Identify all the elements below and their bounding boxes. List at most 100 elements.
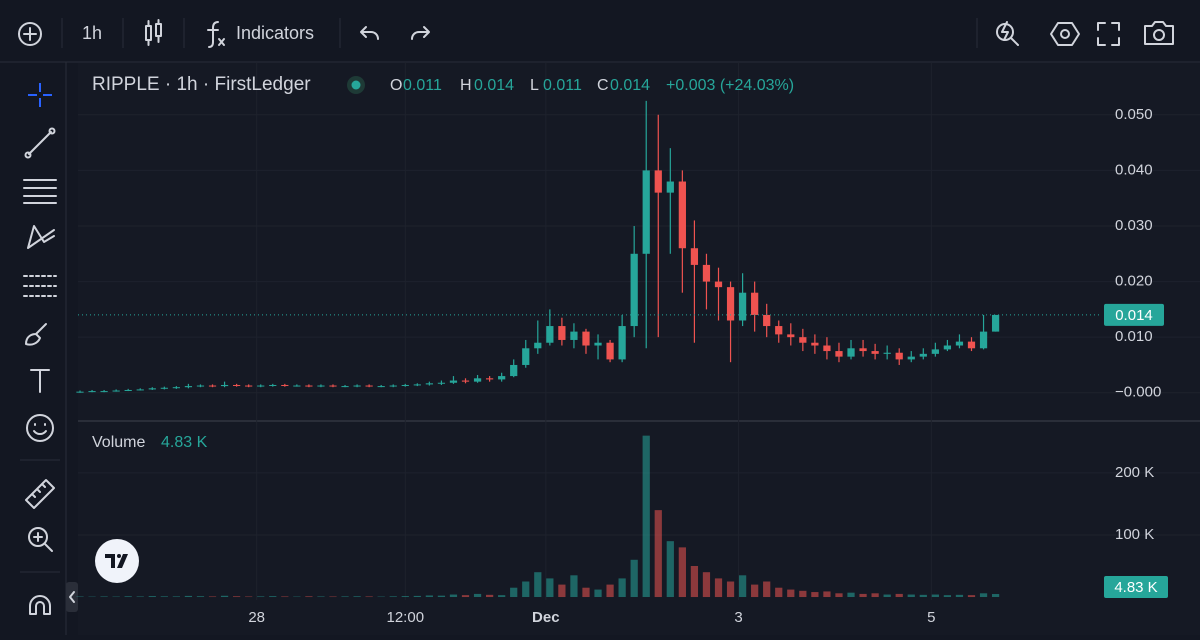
candle-body	[293, 386, 300, 387]
candle-body	[908, 357, 915, 360]
volume-bar	[631, 560, 638, 597]
candle-body	[317, 386, 324, 387]
candle-body	[414, 384, 421, 385]
volume-bar	[510, 588, 517, 597]
volume-bar	[353, 596, 360, 597]
volume-bar	[257, 596, 264, 597]
y-tick-label: 0.040	[1115, 161, 1153, 178]
volume-bar	[715, 578, 722, 597]
candle-body	[378, 386, 385, 387]
chart-area	[78, 63, 1200, 635]
interval-button[interactable]: 1h	[82, 23, 102, 43]
candle-body	[390, 386, 397, 387]
candle-body	[534, 343, 541, 349]
legend-value: 0.011	[543, 77, 582, 94]
legend-key: C	[597, 77, 609, 94]
candle-body	[366, 386, 373, 387]
volume-value: 4.83 K	[161, 434, 208, 451]
candle-body	[269, 385, 276, 386]
volume-bar	[390, 596, 397, 597]
volume-bar	[655, 510, 662, 597]
legend-key: H	[460, 77, 472, 94]
volume-bar	[426, 595, 433, 597]
y-tick-label: 100 K	[1115, 526, 1154, 543]
candle-body	[763, 315, 770, 326]
volume-bar	[281, 596, 288, 597]
candle-body	[715, 282, 722, 288]
y-tick-label: 0.020	[1115, 273, 1153, 290]
candle-body	[100, 391, 107, 392]
candle-body	[76, 392, 83, 393]
volume-bar	[269, 596, 276, 597]
candle-body	[233, 385, 240, 386]
candle-body	[594, 343, 601, 346]
indicators-label: Indicators	[236, 23, 314, 43]
tradingview-logo[interactable]	[95, 539, 139, 583]
candle-body	[727, 287, 734, 320]
candle-body	[209, 386, 216, 387]
volume-bar	[414, 596, 421, 597]
volume-bar	[341, 596, 348, 597]
candle-body	[257, 386, 264, 387]
candle-body	[197, 386, 204, 387]
volume-bar	[366, 596, 373, 597]
volume-bar	[594, 590, 601, 597]
volume-bar	[811, 592, 818, 597]
volume-bar	[920, 595, 927, 597]
volume-title: Volume	[92, 434, 145, 451]
last-volume-label: 4.83 K	[1114, 579, 1157, 596]
candle-body	[799, 337, 806, 343]
candle-body	[88, 391, 95, 392]
candle-body	[462, 381, 469, 382]
candle-body	[125, 390, 132, 391]
candle-body	[474, 378, 481, 381]
volume-bar	[872, 593, 879, 597]
candle-body	[149, 388, 156, 389]
candle-body	[137, 389, 144, 390]
volume-bar	[558, 585, 565, 597]
logo-circle	[95, 539, 139, 583]
candle-body	[968, 342, 975, 349]
candle-body	[643, 170, 650, 253]
y-tick-label: 0.030	[1115, 217, 1153, 234]
candle-body	[438, 383, 445, 384]
volume-bar	[185, 596, 192, 597]
volume-bar	[763, 582, 770, 598]
x-tick-label: 12:00	[387, 609, 425, 626]
volume-bar	[209, 596, 216, 597]
volume-bar	[233, 596, 240, 597]
candle-body	[161, 388, 168, 389]
y-tick-label: 0.010	[1115, 328, 1153, 345]
legend-key: L	[530, 77, 539, 94]
volume-bar	[173, 596, 180, 597]
volume-bar	[751, 585, 758, 597]
candle-body	[872, 351, 879, 354]
candle-body	[486, 378, 493, 379]
candle-body	[221, 385, 228, 386]
candle-body	[691, 248, 698, 265]
x-tick-label: 5	[927, 609, 935, 626]
volume-bar	[932, 595, 939, 597]
volume-bar	[486, 595, 493, 597]
candle-body	[775, 326, 782, 334]
status-dot	[352, 81, 361, 90]
volume-bar	[619, 578, 626, 597]
candle-body	[835, 351, 842, 357]
volume-bar	[667, 541, 674, 597]
volume-bar	[847, 593, 854, 597]
legend-change: +0.003 (+24.03%)	[666, 77, 794, 94]
volume-bar	[582, 588, 589, 597]
volume-bar	[799, 591, 806, 597]
collapse-sidebar-button[interactable]	[66, 582, 78, 612]
candle-body	[570, 332, 577, 340]
candle-body	[546, 326, 553, 343]
volume-bar	[835, 593, 842, 597]
legend-value: 0.014	[474, 77, 514, 94]
candle-body	[305, 386, 312, 387]
volume-bar	[679, 547, 686, 597]
volume-bar	[884, 595, 891, 597]
volume-bar	[643, 436, 650, 597]
volume-bar	[944, 595, 951, 597]
candle-body	[173, 387, 180, 388]
